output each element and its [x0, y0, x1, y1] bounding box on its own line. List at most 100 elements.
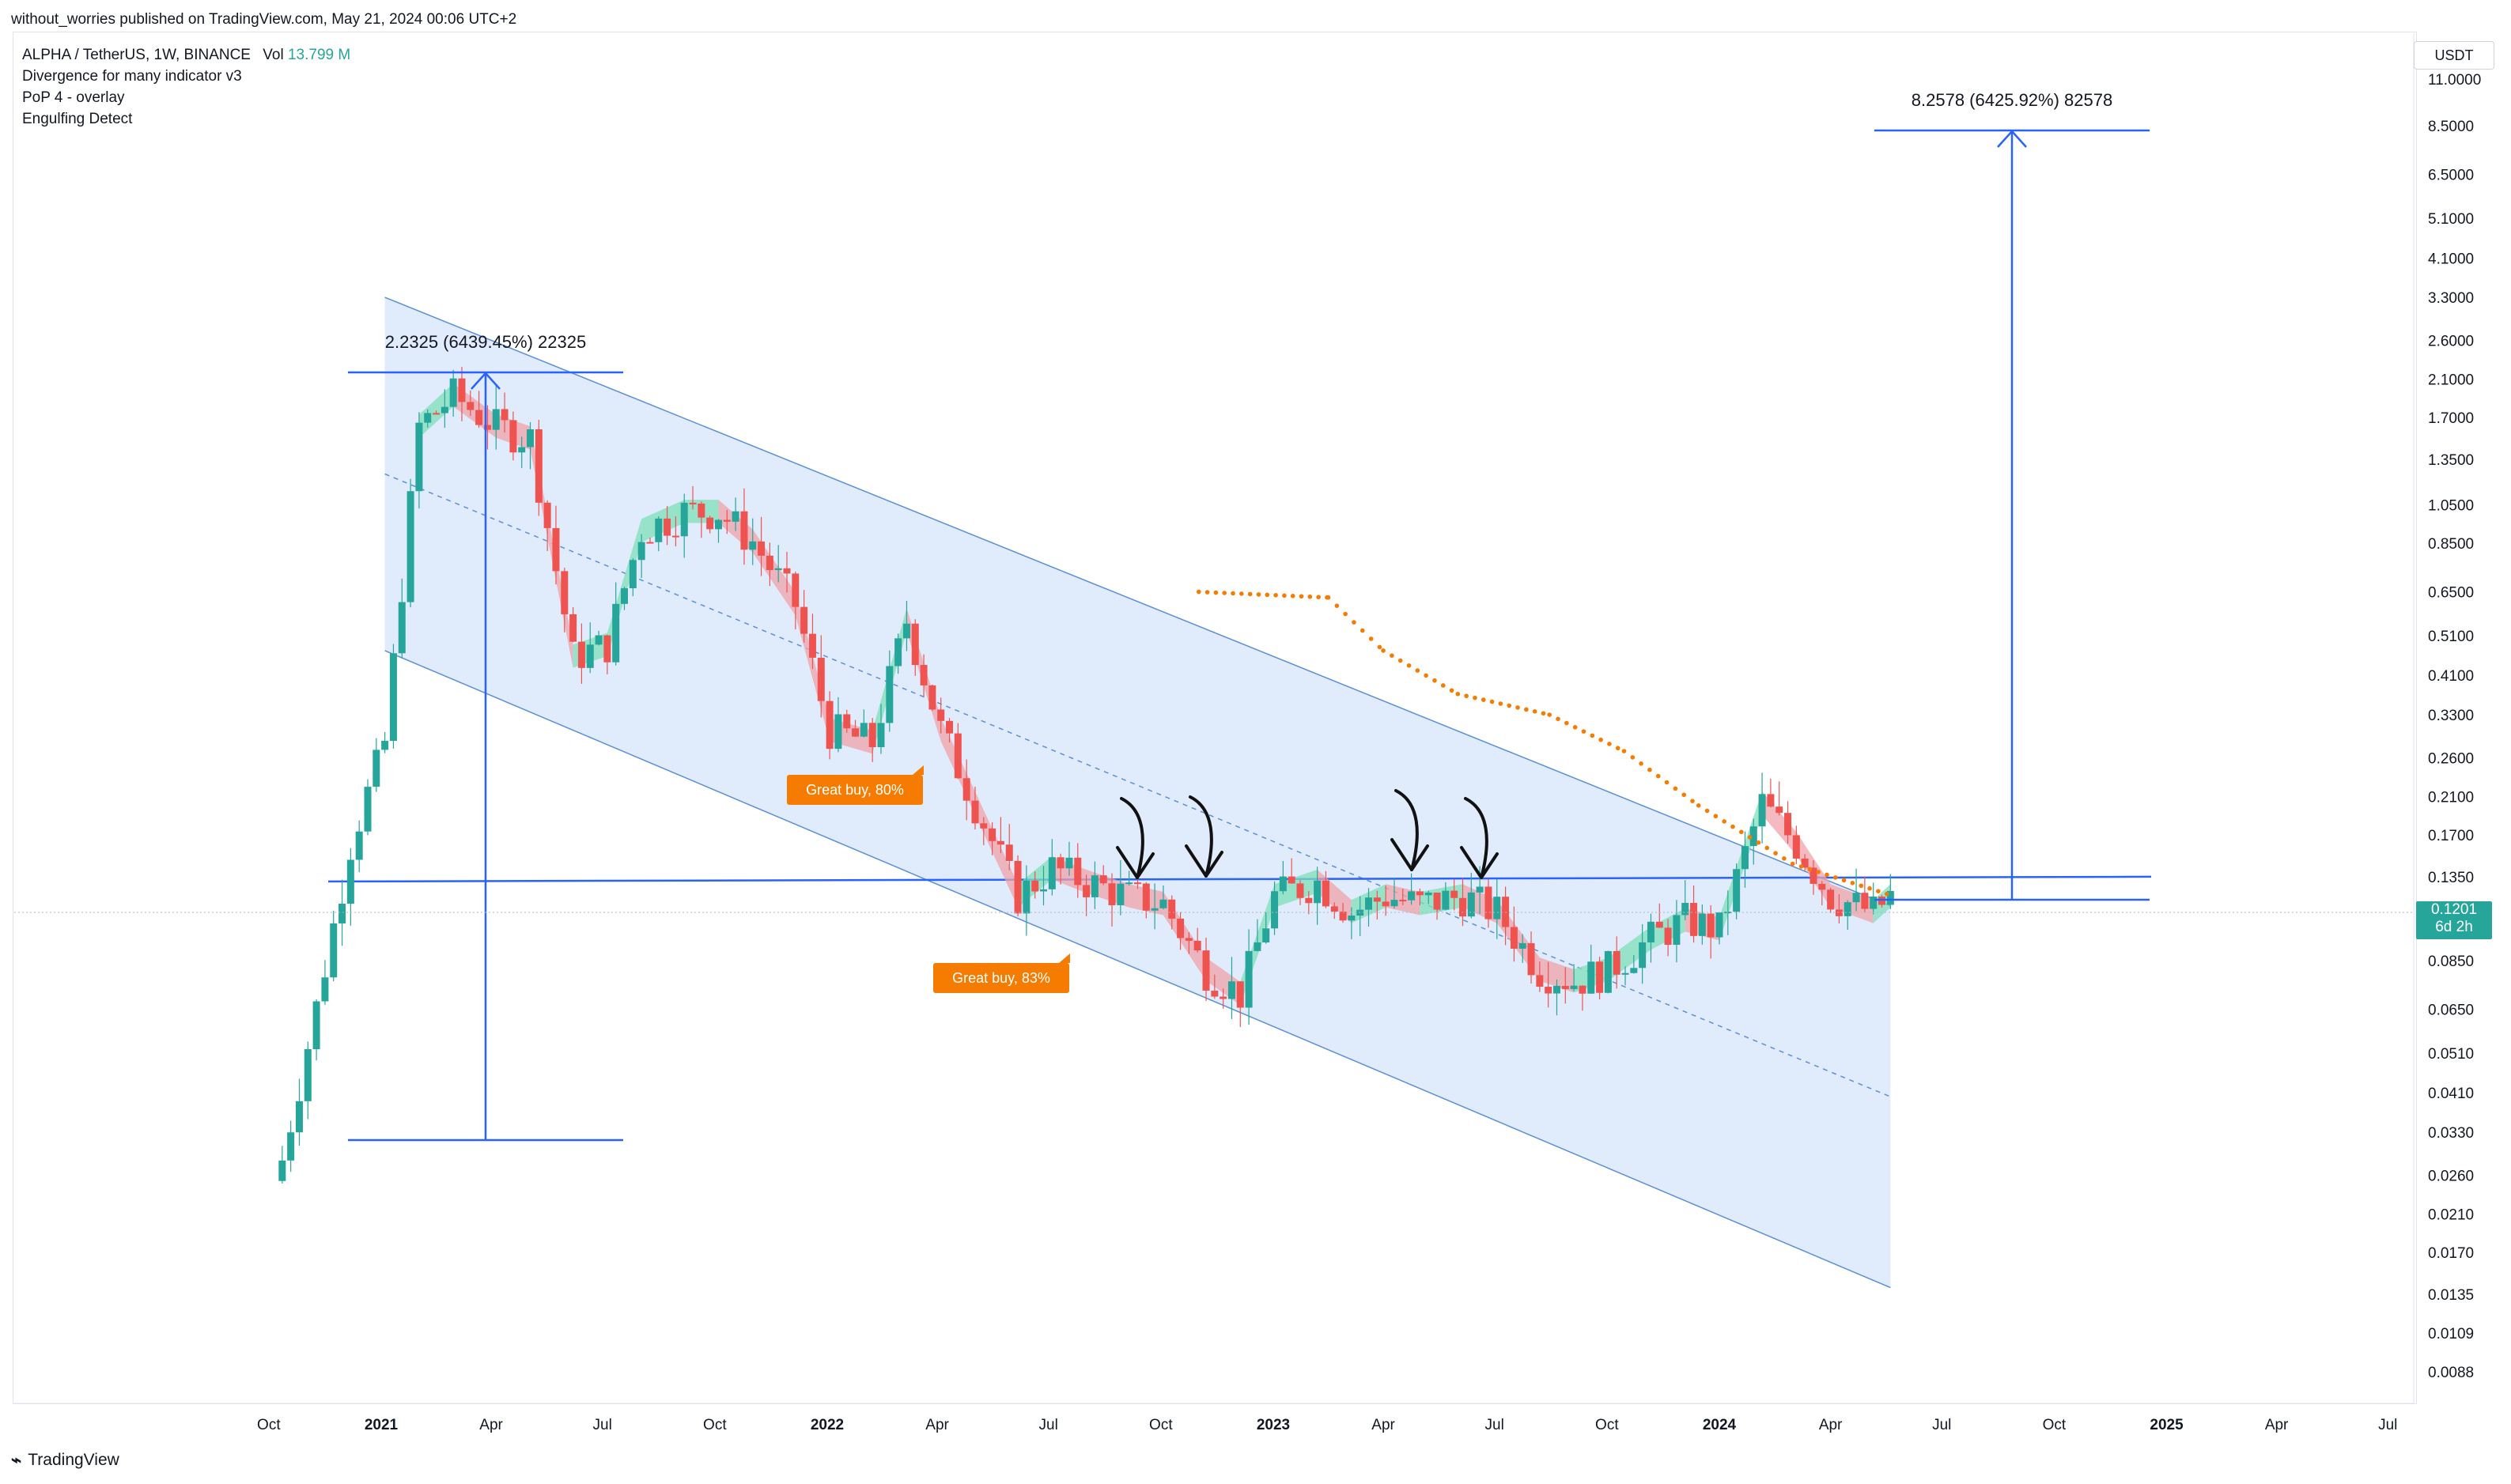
price-axis: 11.0000 8.5000 6.5000 5.1000 4.1000 3.3000 2.6… [2413, 33, 2481, 1403]
candle-body [1579, 985, 1586, 994]
orange-dot [1273, 593, 1278, 598]
currency-button[interactable]: USDT [2414, 41, 2494, 70]
time-tick-label: Jul [1039, 1417, 1058, 1433]
hand-drawn-arrow-icon [1116, 797, 1155, 879]
candle [561, 568, 569, 632]
publisher-line: without_worries published on TradingView… [11, 11, 517, 28]
candle [603, 634, 611, 674]
candle [766, 542, 773, 587]
candle [1792, 825, 1800, 864]
candle [295, 1078, 303, 1146]
orange-dot [1424, 673, 1428, 678]
candle [1690, 885, 1698, 943]
candle-body [911, 623, 919, 666]
candle [543, 500, 551, 551]
symbol-label[interactable]: ALPHA / TetherUS, 1W, BINANCE [22, 47, 251, 63]
candle-body [971, 800, 979, 824]
candle-body [389, 653, 397, 742]
indicator-3[interactable]: Engulfing Detect [22, 111, 133, 127]
price-tick-label: 0.0510 [2428, 1046, 2474, 1063]
candle [381, 731, 389, 753]
brand-name[interactable]: TradingView [28, 1451, 119, 1469]
arrow-stroke [1464, 797, 1488, 879]
candle-body [1091, 875, 1099, 897]
time-tick-label: Jul [2378, 1417, 2397, 1433]
candle [1758, 772, 1766, 844]
candle [808, 614, 816, 670]
volume-value: 13.799 M [287, 47, 351, 63]
candle-body [467, 402, 475, 410]
candle [646, 537, 654, 544]
measure-tool-right: 8.2578 (6425.92%) 82578 [1874, 90, 2150, 901]
arrow-head [1116, 846, 1155, 879]
indicator-1[interactable]: Divergence for many indicator v3 [22, 68, 242, 85]
orange-dot [1696, 803, 1701, 808]
candle-body [483, 425, 491, 430]
indicator-2[interactable]: PoP 4 - overlay [22, 89, 125, 106]
chart-legend: ALPHA / TetherUS, 1W, BINANCE Vol 13.799… [22, 44, 350, 130]
candle [1450, 878, 1458, 911]
arrow-head [1460, 846, 1499, 879]
candle-body [527, 429, 535, 447]
candle-body [1202, 950, 1210, 991]
orange-dot [1655, 773, 1661, 779]
orange-dot [1473, 695, 1477, 700]
candle [1613, 936, 1620, 989]
candle-body [792, 573, 800, 607]
candle-body [1561, 985, 1569, 990]
orange-dot [1673, 786, 1678, 791]
candle [1279, 860, 1287, 895]
time-tick-label: Apr [925, 1417, 949, 1433]
orange-dot [1621, 749, 1627, 753]
candle-body [1733, 869, 1741, 912]
candle-body [1057, 857, 1065, 869]
candle-body [1707, 913, 1715, 938]
orange-dot [1390, 653, 1394, 659]
price-tick-label: 4.1000 [2428, 251, 2474, 267]
price-tick-label: 1.0500 [2428, 498, 2474, 515]
candle-body [1168, 899, 1176, 919]
signal-box [787, 775, 923, 805]
candle-body [287, 1132, 295, 1161]
candle [792, 571, 800, 630]
candle [475, 391, 483, 429]
candle-body [449, 378, 457, 407]
candle [1552, 979, 1560, 1016]
candle [1074, 843, 1082, 898]
orange-dot [1681, 792, 1686, 798]
candle-body [902, 623, 910, 639]
candle-body [1014, 860, 1022, 914]
candle [398, 578, 406, 659]
tradingview-logo-icon[interactable]: ⌁ [11, 1450, 22, 1470]
candle [509, 411, 517, 461]
time-tick-label: Jul [593, 1417, 612, 1433]
candle [1442, 882, 1450, 911]
orange-dot [1564, 720, 1569, 726]
candle-body [689, 502, 697, 504]
channel-median-line [384, 473, 1891, 1097]
measure-arrow-icon [471, 372, 501, 390]
candle [1023, 865, 1030, 936]
candle [774, 545, 782, 583]
candle-body [1673, 915, 1681, 946]
orange-dot [1213, 590, 1219, 595]
price-tick-label: 0.0088 [2428, 1365, 2474, 1381]
price-tick-label: 0.6500 [2428, 585, 2474, 602]
candle [1305, 891, 1313, 915]
candle-body [1639, 942, 1647, 969]
candle-body [295, 1101, 303, 1133]
time-tick-label: Oct [257, 1417, 281, 1433]
candle [1510, 906, 1518, 962]
orange-dot [1377, 644, 1382, 650]
candle [424, 409, 432, 428]
candle-body [561, 571, 569, 614]
orange-dot [1415, 668, 1420, 673]
candle [800, 590, 808, 643]
candle [1621, 966, 1629, 986]
candle-body [1792, 835, 1800, 859]
candle [1886, 874, 1894, 909]
candle [441, 389, 448, 429]
candle [1433, 892, 1441, 920]
horizontal-level-line [327, 875, 2152, 883]
